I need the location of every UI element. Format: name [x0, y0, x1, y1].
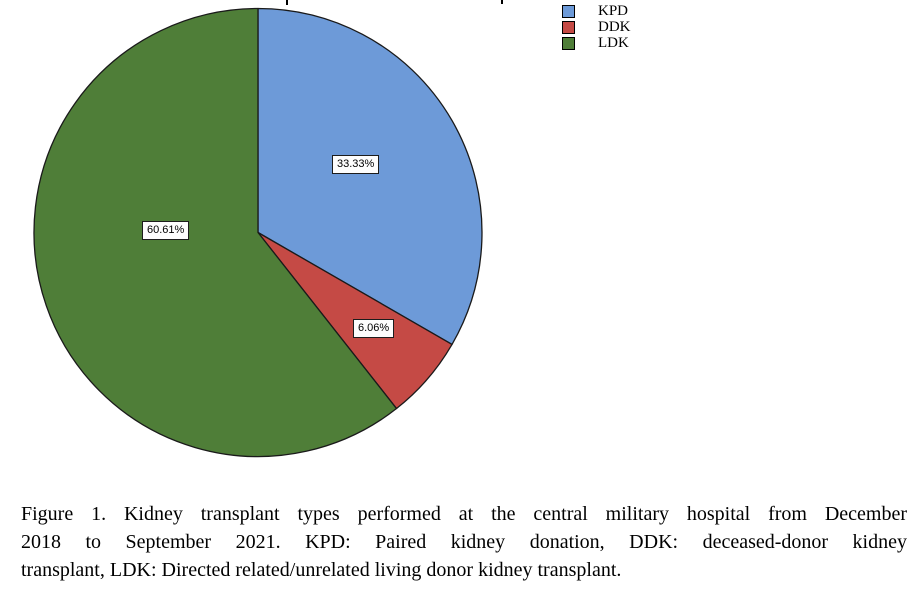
- legend-label-ddk: DDK: [598, 19, 631, 35]
- legend-row-ldk: LDK: [562, 35, 631, 51]
- clipped-title-fragment: [501, 0, 503, 4]
- pie-label-ldk: 60.61%: [142, 221, 190, 240]
- legend-row-kpd: KPD: [562, 3, 631, 19]
- pie-label-ddk: 6.06%: [353, 319, 395, 338]
- legend-label-ldk: LDK: [598, 35, 629, 51]
- pie-slice-ldk: [33, 7, 398, 458]
- caption-line: transplant, LDK: Directed related/unrela…: [21, 559, 622, 581]
- caption-line: Figure 1. Kidney transplant types perfor…: [21, 503, 907, 525]
- caption-line: 2018 to September 2021. KPD: Paired kidn…: [21, 531, 907, 553]
- pie-chart-svg: [33, 7, 483, 458]
- legend-label-kpd: KPD: [598, 3, 629, 19]
- pie-slice-kpd: [257, 7, 483, 346]
- figure-caption: Figure 1. Kidney transplant types perfor…: [21, 500, 907, 584]
- ddk-color-swatch: [562, 20, 575, 34]
- kpd-color-swatch: [562, 4, 575, 18]
- legend-row-ddk: DDK: [562, 19, 631, 35]
- pie-label-kpd: 33.33%: [332, 155, 380, 174]
- ldk-color-swatch: [562, 36, 575, 50]
- pie-chart: [0, 0, 500, 470]
- legend: KPD DDK LDK: [562, 3, 631, 51]
- clipped-title-fragment: [286, 0, 288, 5]
